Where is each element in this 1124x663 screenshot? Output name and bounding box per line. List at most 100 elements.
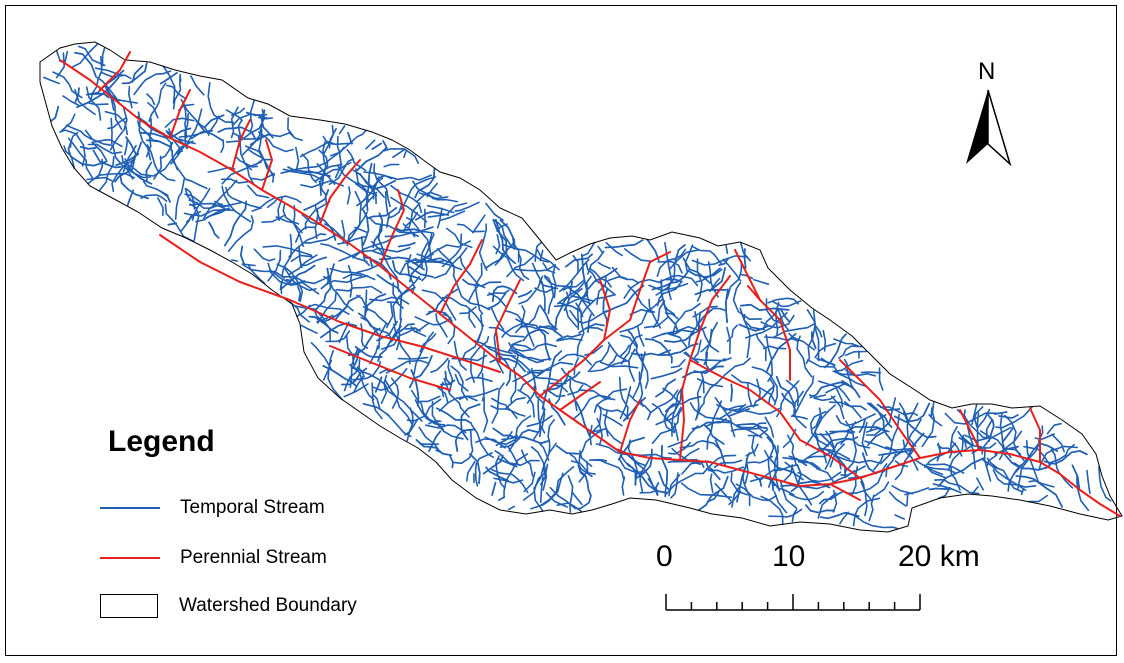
temporal-stream-segment (474, 340, 517, 357)
temporal-stream-segment (501, 323, 522, 338)
temporal-stream-segment (963, 409, 991, 439)
temporal-stream-segment (301, 153, 317, 184)
temporal-stream-segment (86, 176, 113, 182)
temporal-stream-segment (619, 386, 632, 420)
temporal-stream-segment (561, 367, 592, 388)
temporal-stream-segment (725, 288, 729, 323)
temporal-stream-segment (992, 469, 1037, 488)
map-frame (5, 5, 1117, 656)
temporal-stream-segment (320, 267, 330, 290)
temporal-stream-segment (751, 435, 756, 457)
temporal-stream-segment (428, 240, 471, 257)
temporal-stream-segment (511, 343, 519, 368)
temporal-stream-segment (504, 396, 526, 410)
temporal-stream-segment (747, 382, 753, 406)
temporal-stream-segment (454, 373, 469, 392)
perennial-main-stem (59, 59, 1121, 517)
temporal-stream-segment (696, 307, 727, 326)
temporal-stream-segment (682, 257, 711, 284)
perennial-tributary-t (495, 279, 521, 363)
temporal-stream-segment (585, 262, 615, 295)
temporal-stream-segment (65, 124, 93, 140)
temporal-stream-segment (669, 249, 700, 270)
temporal-stream-segment (768, 508, 803, 518)
temporal-stream-segment (726, 326, 731, 354)
temporal-stream-segment (449, 454, 454, 469)
temporal-stream-segment (541, 350, 563, 410)
temporal-stream-segment (498, 496, 506, 501)
temporal-stream-segment (619, 344, 630, 357)
temporal-stream-segment (220, 139, 225, 153)
temporal-stream-segment (360, 323, 369, 349)
temporal-stream-segment (362, 306, 389, 326)
temporal-stream-segment (182, 101, 188, 139)
temporal-stream-segment (246, 111, 268, 117)
temporal-stream-segment (1023, 445, 1051, 466)
temporal-stream-segment (766, 436, 779, 492)
temporal-stream-segment (362, 209, 370, 246)
temporal-stream-segment (999, 412, 1004, 445)
temporal-stream-segment (281, 233, 293, 278)
temporal-stream-segment (808, 394, 827, 399)
temporal-stream-segment (581, 253, 589, 294)
temporal-stream-segment (447, 359, 454, 393)
scale-label-10: 10 (772, 540, 806, 573)
temporal-stream-segment (998, 414, 1019, 419)
temporal-stream-segment (771, 300, 802, 308)
temporal-stream-segment (195, 119, 224, 142)
perennial-tributary-f (379, 189, 405, 267)
temporal-stream-segment (225, 109, 243, 122)
temporal-stream-segment (643, 317, 669, 329)
temporal-stream-segment (377, 174, 433, 181)
temporal-stream-segment (700, 321, 718, 353)
temporal-stream-segment (425, 194, 449, 200)
temporal-stream-segment (781, 392, 797, 413)
temporal-stream-segment (732, 281, 763, 320)
temporal-stream-segment (589, 424, 593, 446)
temporal-stream-segment (345, 335, 355, 366)
temporal-stream-segment (844, 426, 888, 433)
temporal-stream-segment (364, 289, 368, 315)
temporal-stream-segment (384, 380, 413, 425)
temporal-stream-segment (569, 453, 593, 478)
temporal-stream-segment (728, 408, 750, 417)
temporal-stream-segment (347, 131, 353, 145)
temporal-stream-segment (119, 173, 149, 200)
temporal-stream-segment (934, 478, 980, 495)
temporal-stream-segment (288, 254, 318, 275)
temporal-stream-segment (904, 487, 930, 496)
temporal-stream-segment (518, 253, 530, 280)
temporal-stream-segment (405, 217, 430, 248)
temporal-stream-segment (937, 457, 985, 487)
temporal-stream-segment (442, 313, 456, 345)
temporal-stream-segment (716, 403, 759, 413)
perennial-streams (59, 51, 1121, 517)
temporal-stream-segment (743, 407, 780, 415)
temporal-stream-segment (951, 440, 963, 457)
temporal-stream-segment (398, 242, 416, 248)
temporal-stream-segment (807, 359, 835, 368)
temporal-stream-segment (648, 298, 662, 329)
temporal-stream-segment (510, 366, 517, 405)
temporal-stream-segment (131, 64, 144, 83)
temporal-stream-segment (357, 312, 379, 335)
temporal-stream-segment (98, 156, 115, 192)
temporal-stream-segment (816, 357, 836, 366)
temporal-stream-segment (986, 457, 1000, 470)
temporal-stream-segment (618, 376, 629, 420)
temporal-stream-segment (698, 475, 729, 511)
temporal-stream-segment (743, 248, 747, 269)
temporal-stream-segment (50, 105, 60, 122)
temporal-stream-segment (403, 150, 407, 158)
temporal-stream-segment (390, 323, 415, 343)
temporal-stream-segment (665, 472, 705, 495)
perennial-tributary-p (839, 359, 921, 459)
temporal-stream-segment (1086, 469, 1091, 494)
temporal-stream-segment (557, 333, 582, 341)
temporal-stream-segment (779, 308, 790, 323)
temporal-stream-segment (335, 285, 383, 294)
temporal-stream-segment (718, 258, 729, 266)
temporal-stream-segment (948, 425, 958, 459)
temporal-stream-segment (466, 460, 476, 482)
temporal-stream-segment (844, 350, 867, 356)
